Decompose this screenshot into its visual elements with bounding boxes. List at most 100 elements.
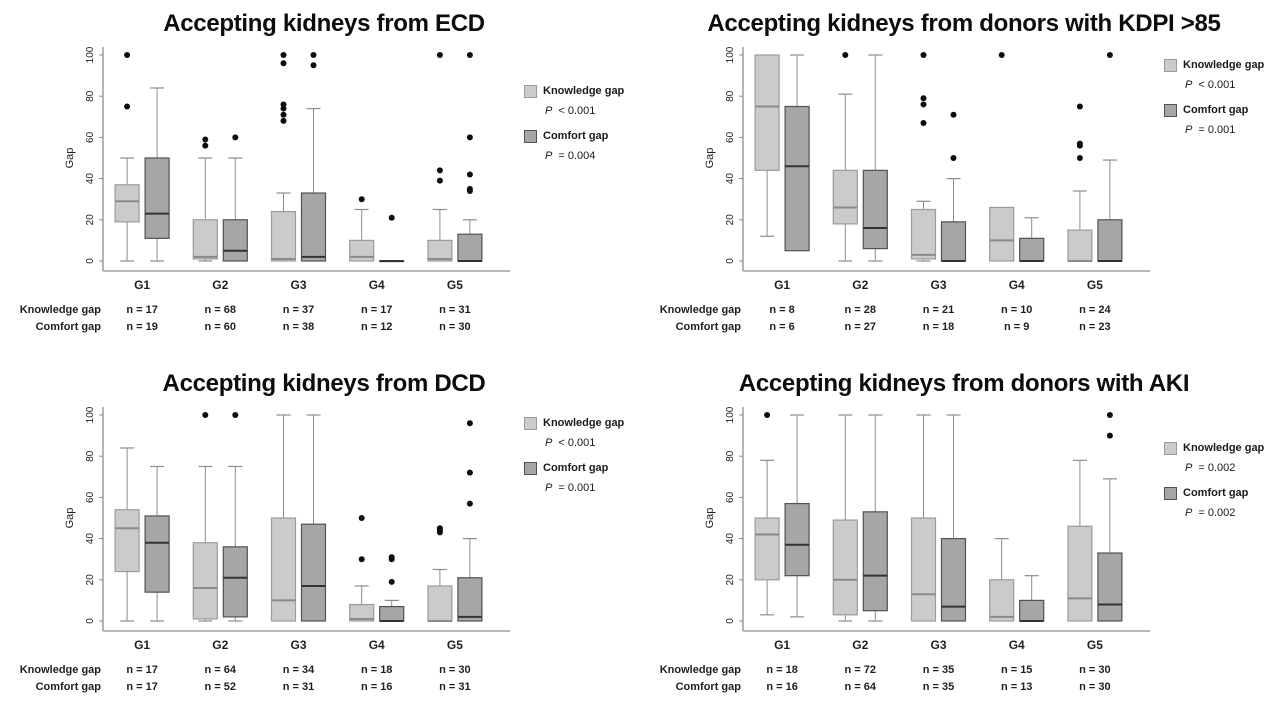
svg-text:Knowledge gap: Knowledge gap <box>660 304 742 316</box>
svg-text:G5: G5 <box>447 638 463 652</box>
svg-text:n = 19: n = 19 <box>126 321 158 333</box>
svg-text:G1: G1 <box>134 278 150 292</box>
panel-dcd: Accepting kidneys from DCD 0 20 40 60 80 100 G… <box>0 360 640 720</box>
svg-text:n = 17: n = 17 <box>126 681 158 693</box>
boxplot-kdpi: 0 20 40 60 80 100 Gap G1 G2 G3 G4 G5 Knowledge gap n … <box>660 46 1150 333</box>
svg-text:Comfort gap: Comfort gap <box>36 681 102 693</box>
legend-label-knowledge: Knowledge gap <box>1183 59 1265 72</box>
svg-text:Gap: Gap <box>64 147 76 168</box>
svg-text:40: 40 <box>725 532 736 544</box>
legend-item-knowledge: Knowledge gap <box>524 416 640 430</box>
svg-text:n = 38: n = 38 <box>283 321 315 333</box>
legend-label-comfort: Comfort gap <box>543 130 609 143</box>
svg-text:20: 20 <box>725 214 736 226</box>
svg-text:0: 0 <box>85 258 96 264</box>
comfort-gap-swatch-icon <box>1164 103 1177 117</box>
svg-text:n = 17: n = 17 <box>126 304 158 316</box>
svg-text:n = 35: n = 35 <box>923 664 955 676</box>
svg-text:40: 40 <box>85 172 96 184</box>
svg-text:n = 31: n = 31 <box>283 681 315 693</box>
svg-text:60: 60 <box>725 131 736 143</box>
svg-text:G1: G1 <box>774 638 790 652</box>
svg-text:0: 0 <box>85 618 96 624</box>
svg-text:n = 31: n = 31 <box>439 681 471 693</box>
svg-text:n = 52: n = 52 <box>205 681 237 693</box>
svg-text:n = 35: n = 35 <box>923 681 955 693</box>
svg-text:G4: G4 <box>1009 638 1025 652</box>
legend-item-comfort: Comfort gap <box>524 461 640 475</box>
svg-text:n = 16: n = 16 <box>361 681 393 693</box>
svg-text:n = 30: n = 30 <box>439 321 471 333</box>
svg-text:100: 100 <box>725 46 736 63</box>
svg-text:40: 40 <box>725 172 736 184</box>
legend-label-comfort: Comfort gap <box>1183 487 1249 500</box>
legend-item-knowledge: Knowledge gap <box>524 84 640 98</box>
legend-item-comfort: Comfort gap <box>1164 103 1280 117</box>
legend-p-value-knowledge: P < 0.001 <box>545 436 596 449</box>
svg-text:G3: G3 <box>290 638 306 652</box>
panel-aki: Accepting kidneys from donors with AKI 0… <box>640 360 1280 720</box>
knowledge-gap-swatch-icon <box>524 84 537 98</box>
svg-text:n = 8: n = 8 <box>769 304 794 316</box>
boxplot-aki: 0 20 40 60 80 100 Gap G1 G2 G3 G4 G5 Knowledge gap n … <box>660 406 1150 693</box>
legend-label-comfort: Comfort gap <box>543 462 609 475</box>
svg-text:60: 60 <box>725 491 736 503</box>
svg-text:n = 6: n = 6 <box>769 321 794 333</box>
svg-text:Gap: Gap <box>704 507 716 528</box>
legend-kdpi: Knowledge gap P < 0.001 Comfort gap P = 0.0… <box>1164 58 1280 136</box>
panel-kdpi: Accepting kidneys from donors with KDPI … <box>640 0 1280 360</box>
svg-text:n = 68: n = 68 <box>205 304 237 316</box>
legend-dcd: Knowledge gap P < 0.001 Comfort gap P = 0.0… <box>524 416 640 494</box>
chart-row-dcd: 0 20 40 60 80 100 Gap G1 G2 G3 G4 G5 Knowledge gap n … <box>8 403 640 703</box>
knowledge-gap-swatch-icon <box>524 416 537 430</box>
svg-text:G1: G1 <box>134 638 150 652</box>
chart-title-kdpi: Accepting kidneys from donors with KDPI … <box>707 10 1221 37</box>
svg-text:Comfort gap: Comfort gap <box>36 321 102 333</box>
panel-ecd: Accepting kidneys from ECD 0 20 40 60 80 100 G… <box>0 0 640 360</box>
svg-text:n = 17: n = 17 <box>126 664 158 676</box>
svg-text:n = 64: n = 64 <box>845 681 877 693</box>
svg-text:n = 64: n = 64 <box>205 664 237 676</box>
svg-text:G3: G3 <box>930 638 946 652</box>
svg-text:G5: G5 <box>1087 638 1103 652</box>
legend-label-knowledge: Knowledge gap <box>1183 442 1265 455</box>
legend-aki: Knowledge gap P = 0.002 Comfort gap P = 0.0… <box>1164 441 1280 519</box>
svg-text:0: 0 <box>725 258 736 264</box>
svg-text:100: 100 <box>85 46 96 63</box>
legend-p-value-knowledge: P = 0.002 <box>1185 461 1236 474</box>
svg-text:40: 40 <box>85 532 96 544</box>
svg-text:Comfort gap: Comfort gap <box>676 321 742 333</box>
svg-text:n = 27: n = 27 <box>845 321 877 333</box>
svg-text:n = 9: n = 9 <box>1004 321 1029 333</box>
svg-text:n = 13: n = 13 <box>1001 681 1032 693</box>
svg-text:G4: G4 <box>369 638 385 652</box>
legend-item-knowledge: Knowledge gap <box>1164 441 1280 455</box>
svg-text:n = 12: n = 12 <box>361 321 393 333</box>
svg-text:G2: G2 <box>852 638 868 652</box>
chart-row-ecd: 0 20 40 60 80 100 Gap G1 G2 G3 G4 G5 Knowledge gap n … <box>8 43 640 343</box>
svg-text:80: 80 <box>85 90 96 102</box>
chart-title-dcd: Accepting kidneys from DCD <box>162 370 486 397</box>
svg-text:Knowledge gap: Knowledge gap <box>20 664 102 676</box>
svg-text:n = 21: n = 21 <box>923 304 955 316</box>
legend-p-value-knowledge: P < 0.001 <box>1185 78 1236 91</box>
svg-text:Knowledge gap: Knowledge gap <box>20 304 102 316</box>
svg-text:n = 28: n = 28 <box>845 304 877 316</box>
svg-text:n = 17: n = 17 <box>361 304 393 316</box>
boxplot-ecd: 0 20 40 60 80 100 Gap G1 G2 G3 G4 G5 Knowledge gap n … <box>20 46 510 333</box>
chart-row-aki: 0 20 40 60 80 100 Gap G1 G2 G3 G4 G5 Knowledge gap n … <box>648 403 1280 703</box>
svg-text:G4: G4 <box>1009 278 1025 292</box>
svg-text:n = 18: n = 18 <box>923 321 955 333</box>
legend-p-value-comfort: P = 0.001 <box>545 481 596 494</box>
legend-p-value-knowledge: P < 0.001 <box>545 104 596 117</box>
svg-text:n = 18: n = 18 <box>361 664 393 676</box>
svg-text:20: 20 <box>85 574 96 586</box>
legend-label-knowledge: Knowledge gap <box>543 85 625 98</box>
svg-text:G4: G4 <box>369 278 385 292</box>
svg-text:n = 30: n = 30 <box>1079 681 1111 693</box>
svg-text:G3: G3 <box>930 278 946 292</box>
svg-text:60: 60 <box>85 131 96 143</box>
legend-p-value-comfort: P = 0.004 <box>545 149 596 162</box>
svg-text:n = 60: n = 60 <box>205 321 237 333</box>
legend-item-comfort: Comfort gap <box>524 129 640 143</box>
